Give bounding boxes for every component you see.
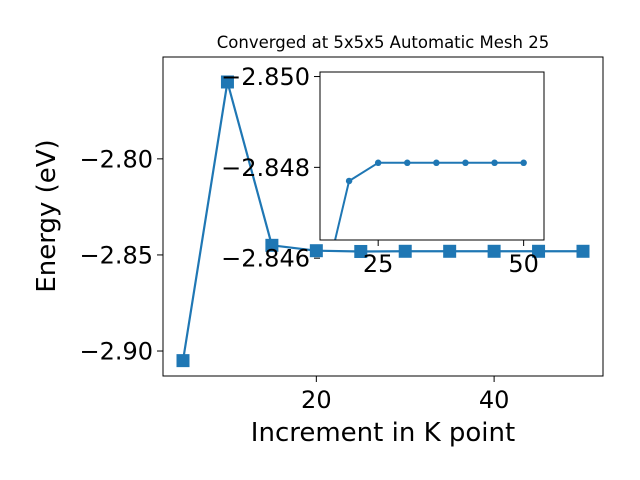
y-axis-label: Energy (eV): [32, 139, 62, 292]
inset-background: [320, 72, 544, 240]
inset-series-line: [334, 161, 524, 240]
main-plot-area: [176, 75, 590, 368]
main-y-tick-label: −2.90: [79, 338, 153, 366]
x-axis-label: Increment in K point: [251, 418, 515, 448]
main-data-point: [398, 244, 412, 258]
inset-data-point: [374, 159, 382, 167]
inset-data-point: [462, 159, 469, 167]
inset-y-tick-label: −2.850: [221, 63, 310, 91]
main-data-point: [265, 238, 279, 252]
inset-data-point: [317, 300, 324, 307]
main-data-point: [220, 75, 234, 89]
inset-plot-area: [317, 159, 527, 307]
inset-x-tick-label: 50: [508, 250, 539, 278]
main-x-ticks: 20 40: [301, 376, 509, 414]
main-data-point: [576, 244, 590, 258]
inset-data-point: [433, 159, 440, 167]
main-axes-frame: [162, 56, 604, 377]
inset-data-point: [520, 159, 527, 167]
inset-y-tick-label: −2.846: [221, 245, 310, 273]
inset-axes: 25 50 −2.850 −2.848 −2.846: [221, 63, 545, 307]
main-y-ticks: −2.80 −2.85 −2.90: [79, 145, 163, 366]
main-x-tick-label: 20: [301, 386, 332, 414]
main-data-point: [532, 244, 546, 258]
inset-data-point: [404, 159, 411, 167]
inset-y-tick-label: −2.848: [221, 154, 310, 182]
inset-data-point: [345, 177, 353, 185]
main-y-tick-label: −2.80: [79, 145, 153, 173]
main-data-point: [443, 244, 457, 258]
main-data-point: [487, 244, 501, 258]
inset-axes-frame: [319, 71, 545, 241]
inset-data-point: [491, 159, 498, 167]
main-axes: Converged at 5x5x5 Automatic Mesh 25 20 4…: [32, 33, 604, 448]
main-series-line: [181, 80, 583, 361]
inset-y-ticks: −2.850 −2.848 −2.846: [221, 63, 320, 273]
main-x-tick-label: 40: [479, 386, 510, 414]
chart-title: Converged at 5x5x5 Automatic Mesh 25: [217, 33, 549, 52]
inset-x-ticks: 25 50: [363, 240, 539, 278]
main-y-tick-label: −2.85: [79, 241, 153, 269]
inset-x-tick-label: 25: [363, 250, 394, 278]
main-data-point: [354, 244, 368, 258]
main-data-point: [309, 244, 323, 258]
main-data-point: [176, 354, 190, 368]
